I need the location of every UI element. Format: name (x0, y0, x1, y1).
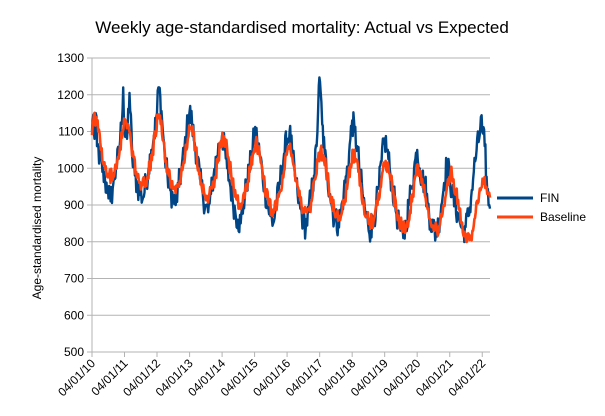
y-tick-label: 600 (64, 308, 84, 322)
y-tick-label: 700 (64, 272, 84, 286)
y-tick-label: 1300 (57, 51, 84, 65)
y-tick-label: 800 (64, 235, 84, 249)
chart-title: Weekly age-standardised mortality: Actua… (95, 18, 509, 37)
y-tick-label: 1100 (58, 125, 84, 139)
series-line-baseline (90, 111, 492, 244)
grid-lines (92, 57, 490, 353)
legend-label-fin: FIN (540, 191, 559, 205)
y-tick-label: 1000 (57, 161, 84, 175)
series-lines (90, 76, 492, 244)
legend-label-baseline: Baseline (540, 210, 586, 224)
legend: FIN Baseline (497, 191, 586, 224)
y-tick-label: 900 (64, 198, 84, 212)
y-tick-label: 1200 (57, 88, 84, 102)
y-tick-label: 500 (64, 345, 84, 359)
y-axis-label: Age-standardised mortality (30, 157, 44, 300)
